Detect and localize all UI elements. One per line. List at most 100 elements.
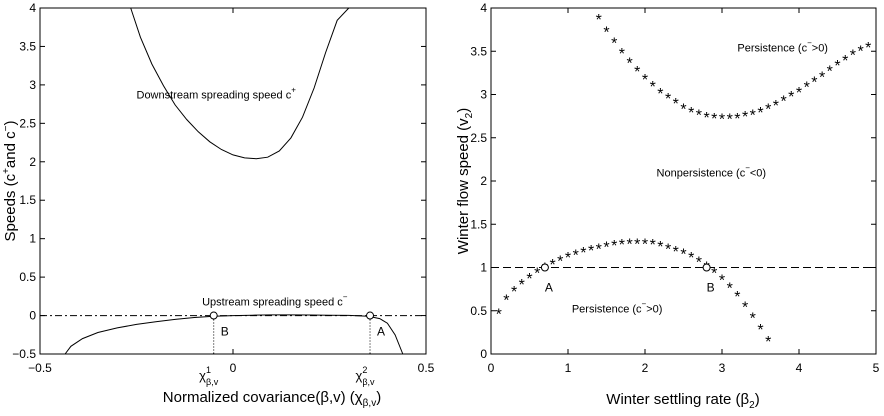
right-data-point: * xyxy=(734,289,740,306)
right-data-point: * xyxy=(804,80,810,97)
right-data-point: * xyxy=(788,89,794,106)
left-x-tick-label: 0 xyxy=(230,361,237,375)
right-plot-frame xyxy=(490,7,877,355)
right-data-point: * xyxy=(619,237,625,254)
right-data-point: * xyxy=(634,64,640,81)
right-annotation: Nonpersistence (c−<0) xyxy=(657,164,767,180)
right-data-point: * xyxy=(719,273,725,290)
left-annotation: Downstream spreading speed c+ xyxy=(137,86,297,102)
right-y-tick-label: 0.5 xyxy=(470,304,487,318)
right-x-tick-label: 4 xyxy=(796,361,803,375)
right-data-point: * xyxy=(534,266,540,283)
left-x-axis-label: Normalized covariance(β,v) (χβ,v) xyxy=(163,389,381,409)
left-series-line-1 xyxy=(130,7,353,160)
right-data-point: * xyxy=(711,111,717,128)
left-series xyxy=(40,7,426,355)
right-data-point: * xyxy=(742,109,748,126)
right-data-point: * xyxy=(603,240,609,257)
right-y-tick-label: 0 xyxy=(480,347,487,361)
right-x-tick-label: 5 xyxy=(873,361,880,375)
right-data-point: * xyxy=(857,43,863,60)
left-annotation: Upstream spreading speed c− xyxy=(202,293,348,309)
right-annotations: Persistence (c−>0) Nonpersistence (c−<0) P… xyxy=(572,38,828,315)
right-data-point: * xyxy=(557,254,563,271)
right-point-marker xyxy=(540,263,549,272)
right-data-point: * xyxy=(773,98,779,115)
right-y-tick-label: 1.5 xyxy=(470,217,487,231)
right-x-axis-label: Winter settling rate (β2) xyxy=(606,391,759,411)
left-markers: Bχ1 β,v Aχ2 β,v xyxy=(199,311,385,387)
right-data-point: * xyxy=(865,40,871,57)
right-data-point: * xyxy=(842,53,848,70)
right-data-point: * xyxy=(565,250,571,267)
right-data-point: * xyxy=(765,101,771,118)
right-data-point: * xyxy=(734,111,740,128)
left-y-tick-label: 2.5 xyxy=(19,116,36,130)
right-point-label: A xyxy=(545,281,553,295)
right-data-point: * xyxy=(796,85,802,102)
left-chart: −0.5 0 0.5 1 1.5 2 2.5 3 3.5 4 −0.5 0 0.5 Bχ1 β,v Aχ2… xyxy=(1,1,435,409)
right-y-tick-label: 2 xyxy=(480,174,487,188)
right-data-point: * xyxy=(750,107,756,124)
right-data-point: * xyxy=(673,96,679,113)
left-y-tick-label: 4 xyxy=(29,1,36,15)
right-data-point: * xyxy=(526,271,532,288)
right-x-tick-label: 3 xyxy=(719,361,726,375)
left-y-tick-label: 0 xyxy=(29,309,36,323)
right-data-point: * xyxy=(827,63,833,80)
right-data-point: * xyxy=(750,311,756,328)
right-series: ****** * * * * * * * * * * * * * * * * * * * * * * * * * * * * * **** *… xyxy=(491,12,876,351)
right-y-tick-label: 4 xyxy=(480,1,487,15)
right-data-point: * xyxy=(503,293,509,310)
left-y-tick-label: 1.5 xyxy=(19,193,36,207)
right-data-point: * xyxy=(642,72,648,89)
right-data-point: * xyxy=(757,105,763,122)
left-y-tick-label: 2 xyxy=(29,155,36,169)
right-data-point: * xyxy=(657,86,663,103)
right-data-point: * xyxy=(696,254,702,271)
right-x-tick-label: 0 xyxy=(488,361,495,375)
right-data-point: * xyxy=(549,257,555,274)
right-data-point: * xyxy=(680,101,686,118)
right-data-point: * xyxy=(573,248,579,265)
left-point-marker xyxy=(366,311,375,320)
right-data-point: * xyxy=(711,266,717,283)
right-data-point: * xyxy=(757,322,763,339)
left-y-tick-label: 3 xyxy=(29,78,36,92)
left-series-line-2 xyxy=(64,314,404,355)
left-annotations: Downstream spreading speed c+ Upstream sp… xyxy=(137,86,348,309)
left-y-axis-label: Speeds (c+and c−) xyxy=(1,121,19,242)
right-data-point: * xyxy=(719,112,725,129)
right-data-point: * xyxy=(619,46,625,63)
right-data-point: * xyxy=(742,299,748,316)
right-x-tick-label: 1 xyxy=(565,361,572,375)
right-x-ticks: 0 1 2 3 4 5 xyxy=(488,8,880,375)
right-data-point: * xyxy=(688,250,694,267)
right-data-point: * xyxy=(596,241,602,258)
right-data-point: * xyxy=(588,243,594,260)
left-point-label: B xyxy=(221,325,229,339)
right-data-point: * xyxy=(596,12,602,29)
right-x-tick-label: 2 xyxy=(642,361,649,375)
right-data-point: * xyxy=(496,306,502,323)
right-data-point: * xyxy=(680,247,686,264)
right-data-point: * xyxy=(727,112,733,129)
left-y-tick-label: −0.5 xyxy=(12,347,36,361)
left-chi-tick-label: χ2 β,v xyxy=(356,365,376,387)
right-y-tick-label: 3.5 xyxy=(470,44,487,58)
right-point-marker xyxy=(702,263,711,272)
right-annotation: Persistence (c−>0) xyxy=(572,299,663,315)
right-data-point: * xyxy=(703,110,709,127)
right-data-point: * xyxy=(811,75,817,92)
left-y-ticks: −0.5 0 0.5 1 1.5 2 2.5 3 3.5 4 xyxy=(12,1,426,361)
right-data-point: * xyxy=(850,48,856,65)
right-data-point: * xyxy=(634,236,640,253)
right-data-point: * xyxy=(611,238,617,255)
left-chi-tick-label: χ1 β,v xyxy=(199,365,219,387)
right-data-point: * xyxy=(642,236,648,253)
right-y-axis-label: Winter flow speed (v2) xyxy=(455,108,475,254)
left-x-tick-label: −0.5 xyxy=(28,361,52,375)
right-data-point: * xyxy=(665,91,671,108)
left-y-tick-label: 3.5 xyxy=(19,39,36,53)
